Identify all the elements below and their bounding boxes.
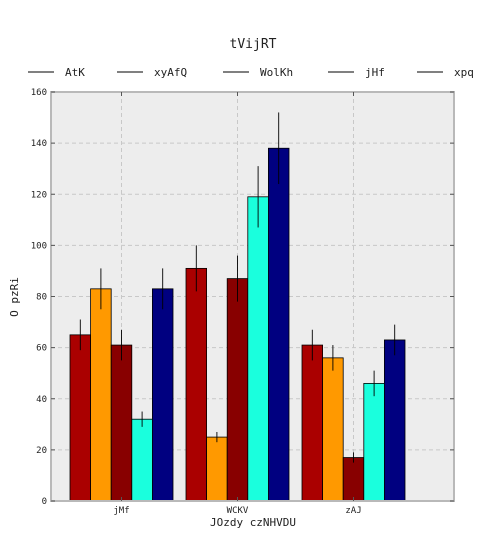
y-tick-label: 160 (31, 88, 47, 98)
x-tick-label: jMf (113, 506, 129, 516)
x-tick-label: zAJ (345, 506, 361, 516)
y-tick-label: 60 (36, 344, 47, 354)
bar (131, 418, 153, 502)
y-tick-label: 120 (31, 190, 47, 200)
bar (185, 267, 208, 502)
y-axis-label: O pzRi (8, 277, 21, 317)
bar (267, 147, 290, 502)
y-tick-label: 20 (36, 446, 47, 456)
bar (247, 196, 269, 502)
x-tick-label: WCKV (227, 506, 249, 516)
legend-label: AtK (65, 66, 85, 79)
x-axis: jMf WCKV zAJ (113, 92, 362, 516)
error-bars (79, 112, 396, 463)
bar (226, 278, 249, 502)
bar (363, 383, 385, 502)
bar (322, 357, 344, 502)
y-tick-label: 0 (42, 497, 47, 507)
x-axis-label: JOzdy czNHVDU (210, 516, 296, 529)
legend-label: xyAfQ (154, 66, 187, 79)
bar (342, 457, 365, 502)
y-tick-label: 80 (36, 293, 47, 303)
y-tick-label: 40 (36, 395, 47, 405)
y-tick-label: 140 (31, 139, 47, 149)
bars (69, 147, 406, 502)
bar (301, 344, 324, 502)
legend: AtK xyAfQ WolKh jHf xpq (28, 66, 474, 79)
bar (90, 288, 112, 502)
bar (151, 288, 174, 502)
y-axis: 0 20 40 60 80 100 120 140 160 (31, 88, 454, 507)
y-tick-label: 100 (31, 241, 47, 251)
legend-label: xpq (454, 66, 474, 79)
bar (110, 344, 133, 502)
legend-label: WolKh (260, 66, 293, 79)
chart-title: tVijRT (230, 37, 277, 52)
bar (69, 334, 92, 502)
bar (383, 339, 406, 502)
bar (206, 436, 228, 502)
legend-label: jHf (365, 66, 385, 79)
